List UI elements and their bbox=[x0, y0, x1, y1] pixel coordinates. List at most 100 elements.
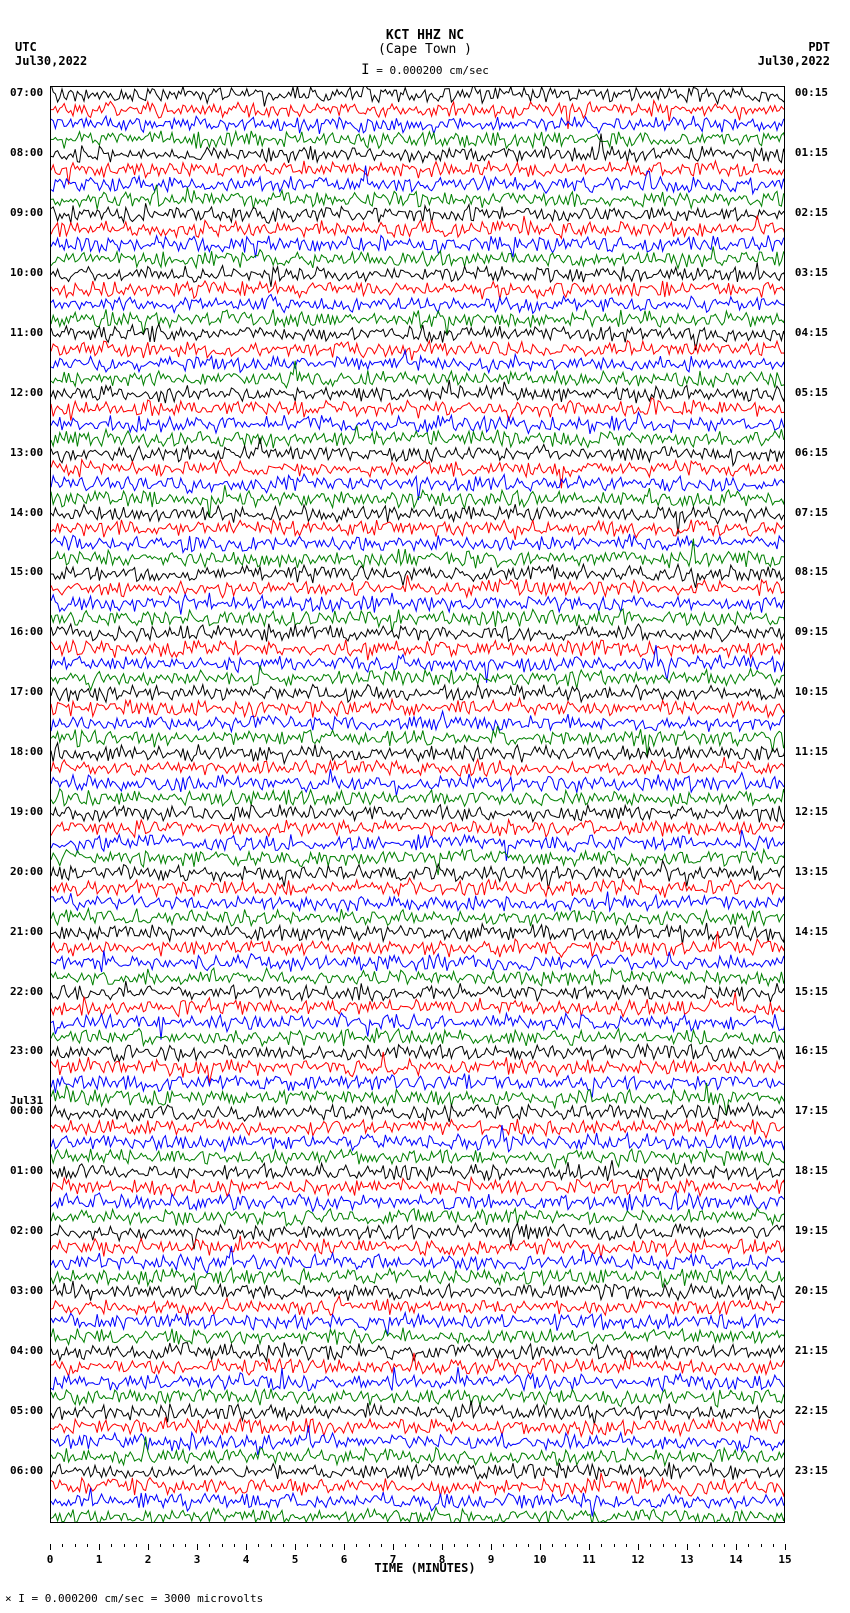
x-tick bbox=[540, 1544, 541, 1550]
x-tick-minor bbox=[650, 1544, 651, 1547]
trace-row bbox=[51, 685, 785, 703]
utc-hour-label: 12:00 bbox=[10, 386, 43, 399]
x-tick bbox=[148, 1544, 149, 1550]
pdt-hour-label: 13:15 bbox=[795, 865, 828, 878]
seismogram-plot bbox=[50, 86, 785, 1523]
x-tick-minor bbox=[479, 1544, 480, 1547]
x-tick-minor bbox=[577, 1544, 578, 1547]
trace-row bbox=[51, 1488, 785, 1517]
x-tick bbox=[687, 1544, 688, 1550]
utc-tz-label: UTC bbox=[15, 40, 37, 54]
pdt-hour-label: 06:15 bbox=[795, 446, 828, 459]
x-tick-minor bbox=[222, 1544, 223, 1547]
trace-row bbox=[51, 923, 785, 945]
trace-row bbox=[51, 1236, 785, 1259]
trace-row bbox=[51, 1044, 785, 1061]
x-tick-minor bbox=[626, 1544, 627, 1547]
utc-hour-label: 04:00 bbox=[10, 1344, 43, 1357]
x-tick bbox=[99, 1544, 100, 1550]
utc-hour-label: 08:00 bbox=[10, 146, 43, 159]
utc-hour-label: 02:00 bbox=[10, 1224, 43, 1237]
pdt-hour-label: 09:15 bbox=[795, 625, 828, 638]
trace-row bbox=[51, 1343, 785, 1362]
utc-date: Jul30,2022 bbox=[15, 54, 87, 68]
trace-row bbox=[51, 1149, 785, 1168]
trace-row bbox=[51, 1353, 785, 1377]
trace-row bbox=[51, 789, 785, 807]
trace-row bbox=[51, 1389, 785, 1407]
trace-row bbox=[51, 504, 785, 534]
x-axis: 0123456789101112131415 bbox=[50, 1528, 785, 1558]
x-tick-minor bbox=[773, 1544, 774, 1547]
trace-row bbox=[51, 892, 785, 912]
pdt-hour-label: 22:15 bbox=[795, 1404, 828, 1417]
trace-row bbox=[51, 247, 785, 269]
trace-row bbox=[51, 878, 785, 898]
x-tick-minor bbox=[111, 1544, 112, 1547]
trace-row bbox=[51, 131, 785, 149]
trace-row bbox=[51, 235, 785, 257]
trace-row bbox=[51, 743, 785, 764]
pdt-hour-label: 23:15 bbox=[795, 1464, 828, 1477]
x-tick bbox=[50, 1544, 51, 1550]
x-tick-minor bbox=[405, 1544, 406, 1547]
footer-glyph: × bbox=[5, 1592, 12, 1605]
x-tick-minor bbox=[748, 1544, 749, 1547]
x-tick-minor bbox=[381, 1544, 382, 1547]
trace-row bbox=[51, 1246, 785, 1273]
trace-row bbox=[51, 609, 785, 632]
trace-row bbox=[51, 769, 785, 796]
trace-row bbox=[51, 1367, 785, 1391]
trace-row bbox=[51, 711, 785, 732]
pdt-hour-label: 04:15 bbox=[795, 326, 828, 339]
pdt-hour-label: 03:15 bbox=[795, 266, 828, 279]
utc-hour-label: 14:00 bbox=[10, 506, 43, 519]
trace-row bbox=[51, 968, 785, 986]
trace-row bbox=[51, 380, 785, 403]
x-tick-minor bbox=[75, 1544, 76, 1547]
utc-hour-label: 00:00 bbox=[10, 1104, 43, 1117]
x-tick bbox=[344, 1544, 345, 1550]
footer-bar-icon: I bbox=[18, 1592, 25, 1605]
trace-row bbox=[51, 981, 785, 1002]
utc-hour-label: 21:00 bbox=[10, 925, 43, 938]
utc-hour-label: 10:00 bbox=[10, 266, 43, 279]
pdt-hour-label: 21:15 bbox=[795, 1344, 828, 1357]
pdt-hour-label: 19:15 bbox=[795, 1224, 828, 1237]
x-tick-minor bbox=[234, 1544, 235, 1547]
pdt-date: Jul30,2022 bbox=[758, 54, 830, 68]
pdt-hour-label: 20:15 bbox=[795, 1284, 828, 1297]
x-tick-minor bbox=[503, 1544, 504, 1547]
pdt-hour-label: 14:15 bbox=[795, 925, 828, 938]
trace-row bbox=[51, 1281, 785, 1301]
x-tick-minor bbox=[160, 1544, 161, 1547]
x-tick-minor bbox=[418, 1544, 419, 1547]
trace-row bbox=[51, 87, 785, 106]
trace-row bbox=[51, 134, 785, 163]
utc-hour-label: 22:00 bbox=[10, 985, 43, 998]
trace-row bbox=[51, 665, 785, 690]
pdt-hour-label: 16:15 bbox=[795, 1044, 828, 1057]
trace-row bbox=[51, 805, 785, 823]
utc-hour-label: 16:00 bbox=[10, 625, 43, 638]
x-tick-minor bbox=[283, 1544, 284, 1547]
x-tick bbox=[295, 1544, 296, 1550]
seismogram-container: KCT HHZ NC (Cape Town ) I = 0.000200 cm/… bbox=[0, 0, 850, 1613]
trace-row bbox=[51, 1507, 785, 1523]
x-axis-title: TIME (MINUTES) bbox=[0, 1561, 850, 1575]
trace-row bbox=[51, 1052, 785, 1083]
utc-hour-label: 19:00 bbox=[10, 805, 43, 818]
trace-row bbox=[51, 1119, 785, 1138]
pdt-hour-label: 01:15 bbox=[795, 146, 828, 159]
x-tick-minor bbox=[724, 1544, 725, 1547]
trace-row bbox=[51, 575, 785, 597]
station-location: (Cape Town ) bbox=[0, 42, 850, 57]
x-tick-minor bbox=[516, 1544, 517, 1547]
x-tick-minor bbox=[209, 1544, 210, 1547]
x-tick bbox=[736, 1544, 737, 1550]
pdt-hour-label: 08:15 bbox=[795, 565, 828, 578]
pdt-hour-label: 15:15 bbox=[795, 985, 828, 998]
x-tick-minor bbox=[712, 1544, 713, 1547]
trace-row bbox=[51, 1268, 785, 1290]
pdt-hour-label: 12:15 bbox=[795, 805, 828, 818]
